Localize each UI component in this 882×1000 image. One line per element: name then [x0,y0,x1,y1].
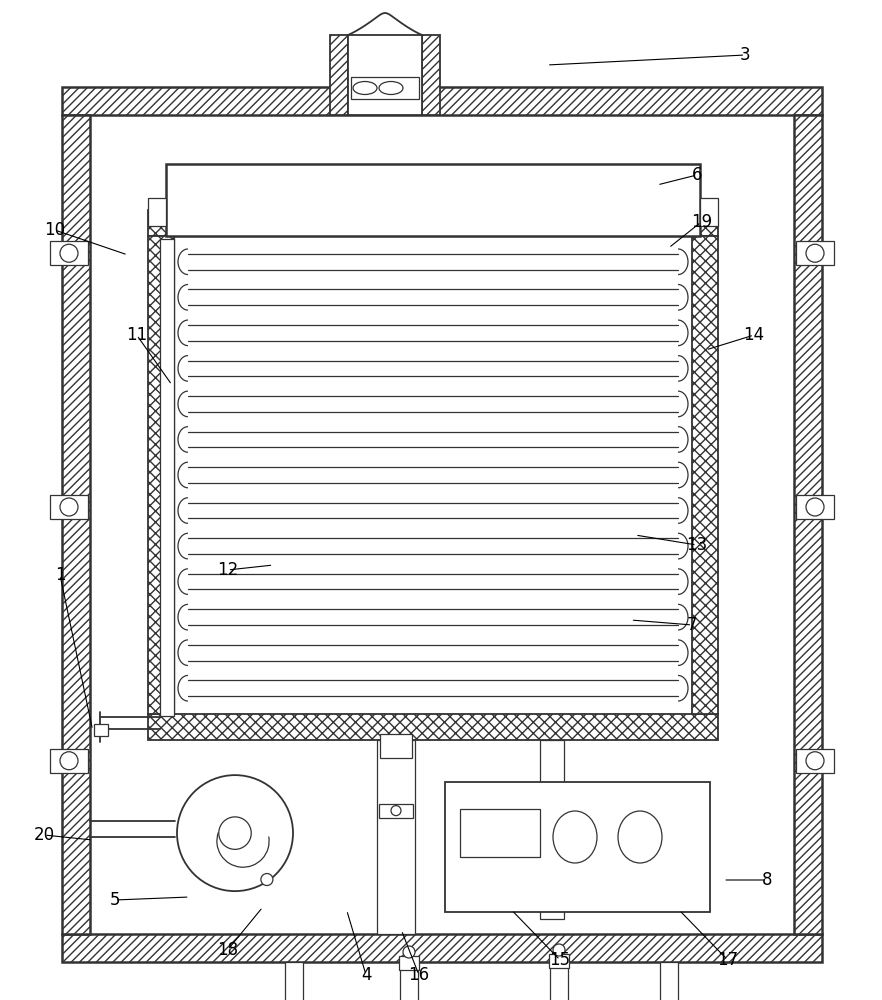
Bar [540,740,564,919]
Bar [422,35,440,115]
Circle shape [806,498,824,516]
Bar [50,495,88,519]
Bar [50,749,88,773]
Bar [794,115,822,934]
Text: 16: 16 [408,966,430,984]
Ellipse shape [353,82,377,95]
Bar [380,734,412,758]
Text: 13: 13 [686,536,707,554]
Bar [400,962,418,1000]
Bar [174,236,692,714]
Bar [692,236,718,714]
Text: 7: 7 [687,616,698,634]
Text: 14: 14 [744,326,765,344]
Circle shape [806,752,824,770]
Bar [62,115,90,934]
Bar [148,714,718,740]
Bar [549,954,569,968]
Bar [445,782,710,912]
Text: 6: 6 [691,166,702,184]
Text: 5: 5 [109,891,120,909]
Text: 8: 8 [762,871,773,889]
Text: 1: 1 [55,566,65,584]
Bar [399,956,419,970]
Text: 15: 15 [549,951,571,969]
Circle shape [60,244,78,262]
Circle shape [553,944,565,956]
Bar [148,236,174,714]
Text: 4: 4 [361,966,371,984]
Text: 20: 20 [34,826,55,844]
Circle shape [177,775,293,891]
Bar [50,241,88,265]
Bar [700,198,718,226]
Bar [94,724,108,736]
Bar [166,164,700,236]
Ellipse shape [553,811,597,863]
Bar [796,749,834,773]
Bar [148,210,718,236]
Circle shape [806,244,824,262]
Text: 19: 19 [691,213,712,231]
Text: 12: 12 [217,561,238,579]
Bar [160,239,174,716]
Bar [660,962,678,1000]
Bar [148,198,166,226]
Text: 11: 11 [126,326,147,344]
Ellipse shape [379,82,403,95]
Bar [379,804,413,818]
Bar [351,77,419,99]
Bar [90,115,794,934]
Text: 3: 3 [740,46,751,64]
Bar [550,962,568,1000]
Text: 10: 10 [44,221,65,239]
Bar [796,241,834,265]
Bar [285,962,303,1000]
Ellipse shape [618,811,662,863]
Bar [796,495,834,519]
Circle shape [60,752,78,770]
Bar [348,35,422,115]
Text: 17: 17 [717,951,738,969]
Circle shape [403,946,415,958]
Bar [62,87,822,115]
Bar [377,740,415,934]
Circle shape [219,817,251,849]
Text: 18: 18 [217,941,238,959]
Bar [330,35,348,115]
Circle shape [60,498,78,516]
Circle shape [391,806,401,816]
Circle shape [261,874,273,886]
Bar [62,934,822,962]
Bar [460,809,540,857]
